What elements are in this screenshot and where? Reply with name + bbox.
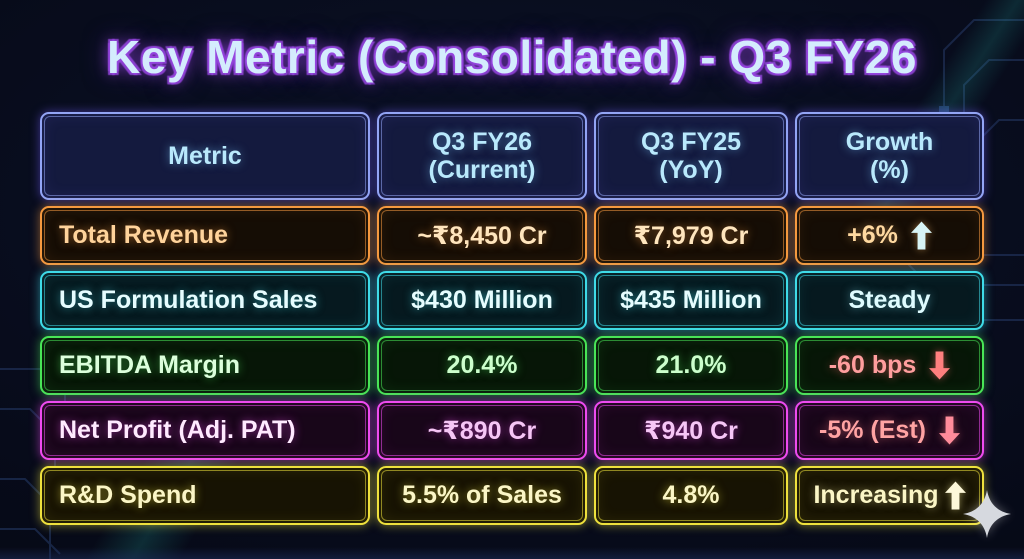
yoy-value-cell: 4.8% bbox=[594, 466, 788, 525]
growth-value: Steady bbox=[848, 286, 931, 314]
metric-label: Total Revenue bbox=[59, 221, 229, 249]
down-arrow-icon bbox=[938, 416, 960, 445]
header-line: Q3 FY25 bbox=[640, 127, 742, 156]
current-value: 20.4% bbox=[446, 351, 518, 379]
metrics-table: Metric Q3 FY26 (Current) Q3 FY25 (YoY) Gro… bbox=[40, 112, 984, 525]
header-line: (%) bbox=[870, 156, 909, 184]
current-value: 5.5% of Sales bbox=[402, 481, 562, 509]
metric-label: R&D Spend bbox=[59, 481, 197, 509]
metric-label: Net Profit (Adj. PAT) bbox=[59, 416, 296, 444]
growth-value: -5% (Est) bbox=[819, 416, 926, 444]
sparkle-icon bbox=[963, 490, 1011, 538]
yoy-value-cell: 21.0% bbox=[594, 336, 788, 395]
metric-cell: Net Profit (Adj. PAT) bbox=[40, 401, 370, 460]
current-value-cell: 5.5% of Sales bbox=[377, 466, 587, 525]
yoy-value: 4.8% bbox=[662, 481, 720, 509]
header-growth-pct: Growth (%) bbox=[795, 112, 984, 200]
metric-label: US Formulation Sales bbox=[59, 286, 318, 314]
current-value-cell: ~₹890 Cr bbox=[377, 401, 587, 460]
yoy-value: 21.0% bbox=[655, 351, 727, 379]
growth-cell: Steady bbox=[795, 271, 984, 330]
yoy-value: ₹940 Cr bbox=[644, 416, 738, 445]
metric-label: EBITDA Margin bbox=[59, 351, 241, 379]
page-title: Key Metric (Consolidated) - Q3 FY26 bbox=[107, 31, 917, 83]
growth-value: +6% bbox=[847, 221, 898, 249]
down-arrow-icon bbox=[929, 351, 951, 380]
growth-cell: Increasing bbox=[795, 466, 984, 525]
current-value-cell: $430 Million bbox=[377, 271, 587, 330]
current-value-cell: ~₹8,450 Cr bbox=[377, 206, 587, 265]
header-q3-fy25-yoy: Q3 FY25 (YoY) bbox=[594, 112, 788, 200]
current-value: $430 Million bbox=[411, 286, 553, 314]
header-line: Metric bbox=[168, 141, 242, 170]
growth-cell: -5% (Est) bbox=[795, 401, 984, 460]
header-line: Growth bbox=[845, 127, 934, 156]
yoy-value-cell: $435 Million bbox=[594, 271, 788, 330]
current-value: ~₹8,450 Cr bbox=[417, 221, 547, 250]
yoy-value: ₹7,979 Cr bbox=[633, 221, 749, 250]
yoy-value-cell: ₹940 Cr bbox=[594, 401, 788, 460]
metric-cell: R&D Spend bbox=[40, 466, 370, 525]
header-line: Q3 FY26 bbox=[431, 127, 533, 156]
growth-cell: +6% bbox=[795, 206, 984, 265]
growth-value: Increasing bbox=[813, 481, 939, 509]
header-line: (YoY) bbox=[659, 156, 723, 184]
metric-cell: Total Revenue bbox=[40, 206, 370, 265]
yoy-value: $435 Million bbox=[620, 286, 762, 314]
metric-cell: US Formulation Sales bbox=[40, 271, 370, 330]
bottom-edge-band bbox=[0, 547, 1024, 559]
yoy-value-cell: ₹7,979 Cr bbox=[594, 206, 788, 265]
growth-value: -60 bps bbox=[828, 351, 917, 379]
up-arrow-icon bbox=[910, 221, 932, 250]
header-q3-fy26-current: Q3 FY26 (Current) bbox=[377, 112, 587, 200]
current-value-cell: 20.4% bbox=[377, 336, 587, 395]
growth-cell: -60 bps bbox=[795, 336, 984, 395]
header-line: (Current) bbox=[428, 156, 536, 184]
header-metric: Metric bbox=[40, 112, 370, 200]
metric-cell: EBITDA Margin bbox=[40, 336, 370, 395]
up-arrow-icon bbox=[944, 481, 966, 510]
current-value: ~₹890 Cr bbox=[427, 416, 537, 445]
